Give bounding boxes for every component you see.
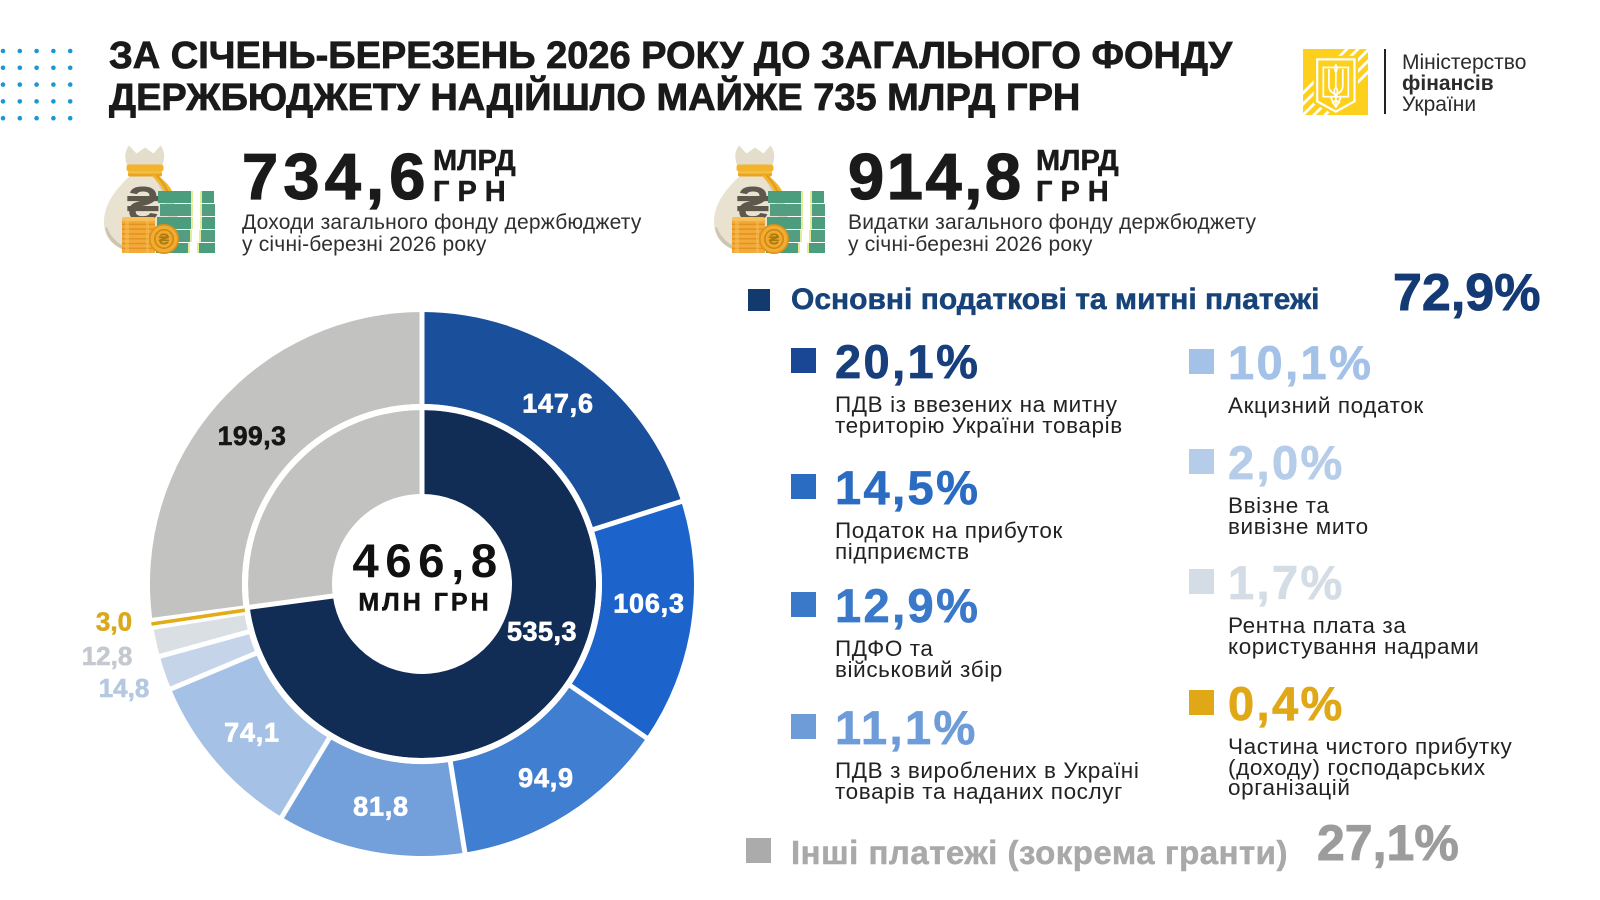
svg-text:3,0: 3,0 bbox=[96, 607, 132, 637]
svg-text:81,8: 81,8 bbox=[353, 792, 409, 822]
svg-text:12,8: 12,8 bbox=[82, 641, 133, 671]
svg-text:14,8: 14,8 bbox=[99, 673, 150, 703]
svg-text:199,3: 199,3 bbox=[218, 421, 287, 451]
svg-text:94,9: 94,9 bbox=[518, 763, 574, 793]
svg-text:466,8: 466,8 bbox=[352, 535, 503, 588]
svg-text:МЛН ГРН: МЛН ГРН bbox=[358, 589, 491, 617]
svg-text:147,6: 147,6 bbox=[522, 389, 594, 419]
svg-text:106,3: 106,3 bbox=[613, 589, 685, 619]
svg-text:74,1: 74,1 bbox=[224, 718, 280, 748]
svg-text:535,3: 535,3 bbox=[507, 617, 577, 647]
